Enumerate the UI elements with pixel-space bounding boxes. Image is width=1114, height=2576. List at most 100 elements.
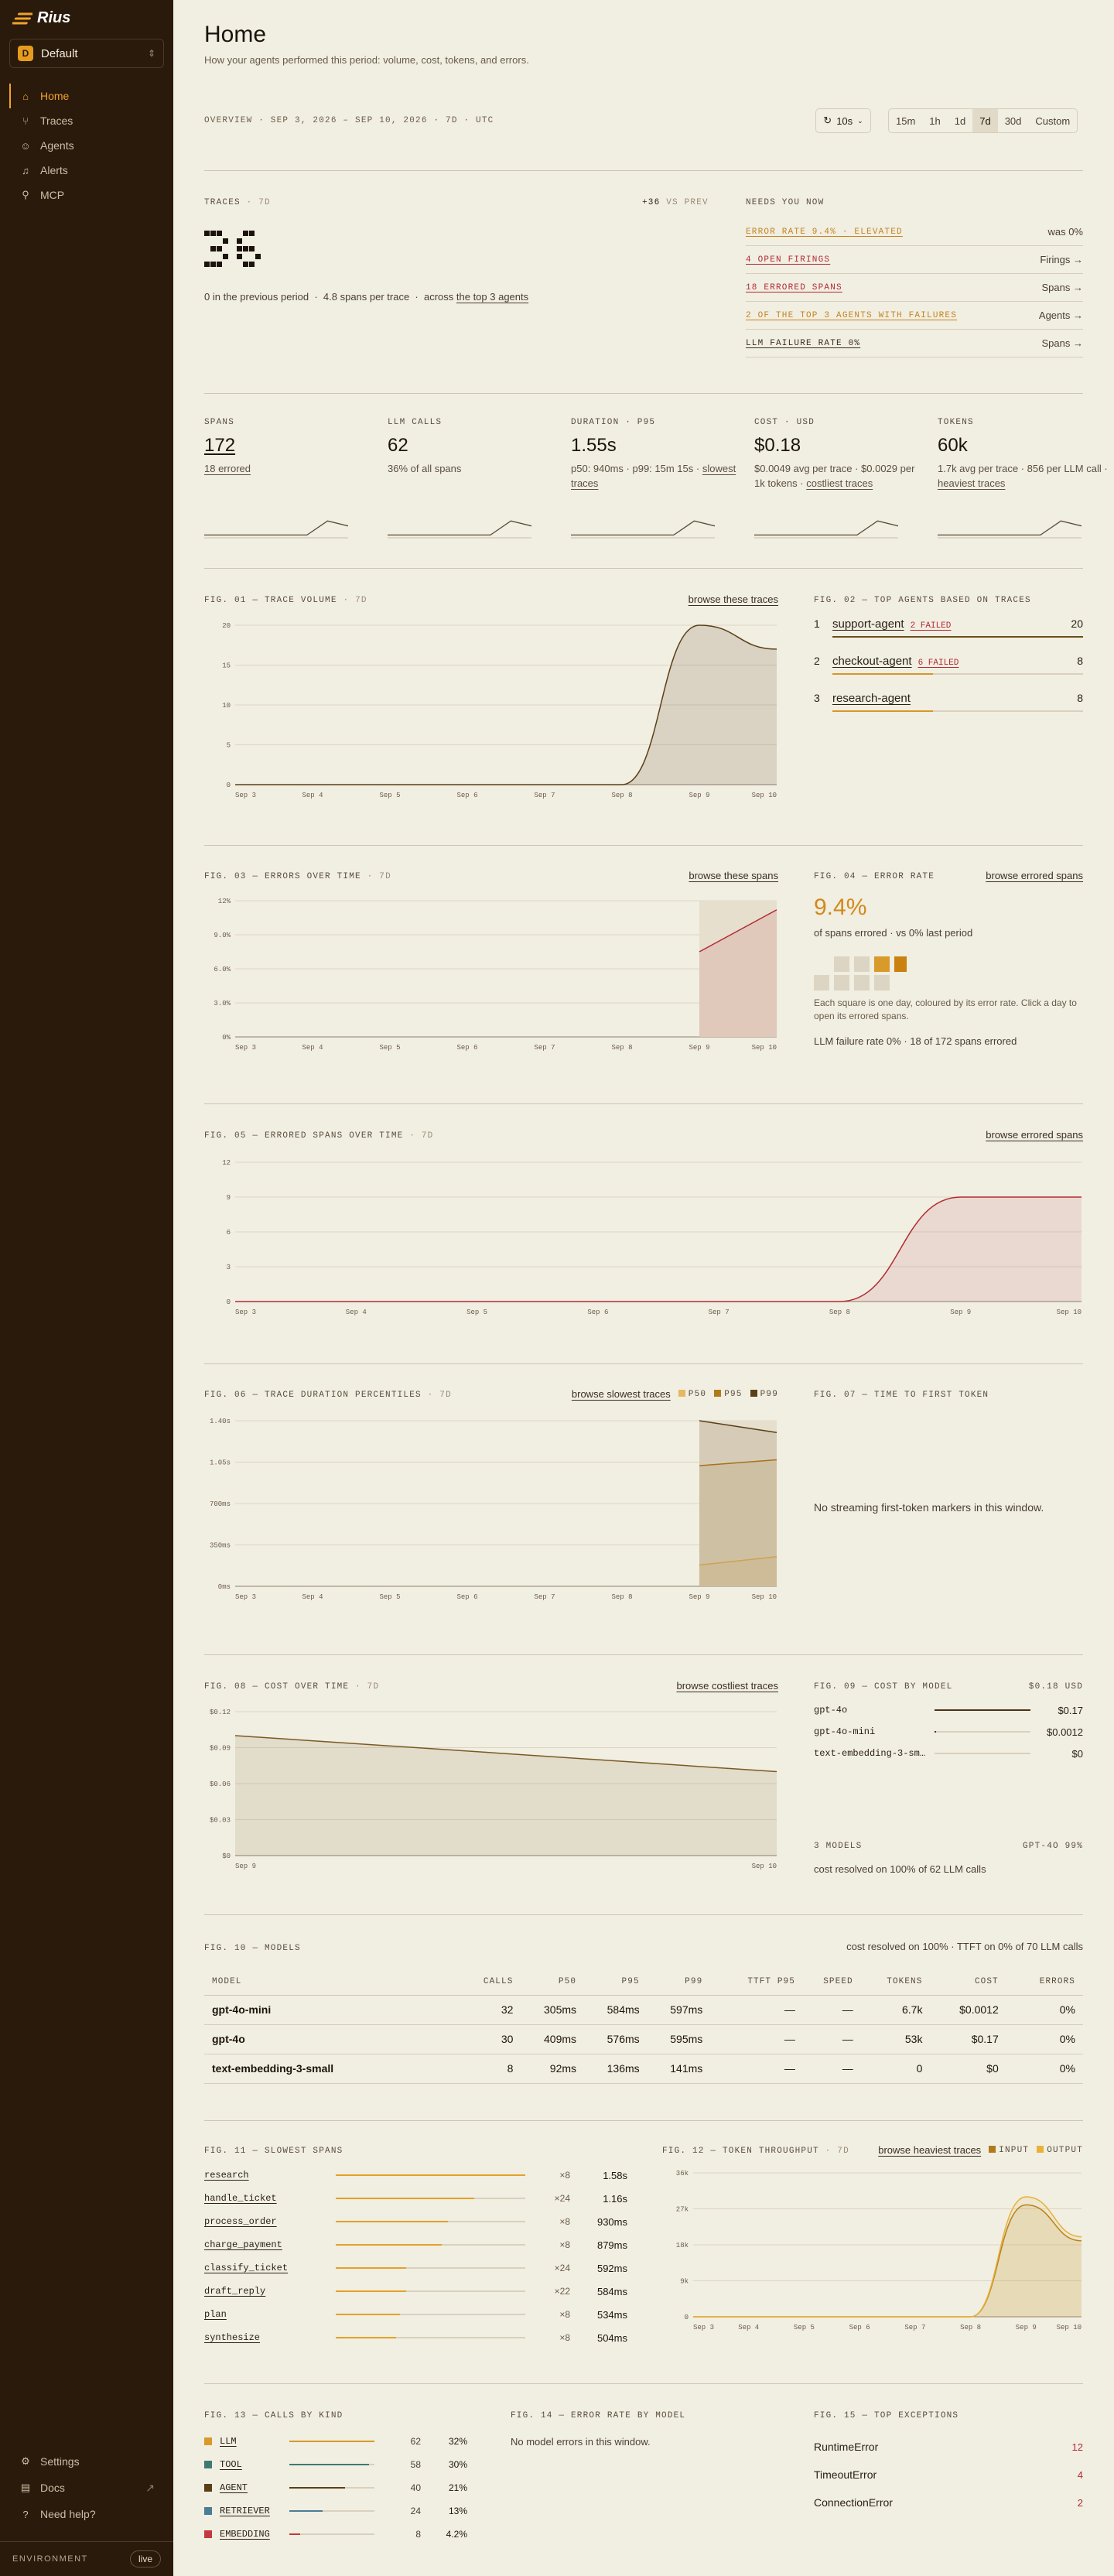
slow-span-row[interactable]: plan ×8 534ms <box>204 2303 628 2326</box>
sidebar-item-home[interactable]: ⌂ Home <box>9 84 164 108</box>
kind-row[interactable]: TOOL 58 30% <box>204 2453 475 2476</box>
kpi-sparkline <box>938 520 1082 539</box>
range-30d[interactable]: 30d <box>1004 115 1022 127</box>
needs-row[interactable]: 4 OPEN FIRINGS Firings → <box>746 246 1083 274</box>
sidebar-item-label: Traces <box>40 115 73 127</box>
kind-count: 62 <box>410 2436 421 2447</box>
home-icon: ⌂ <box>22 90 29 102</box>
rius-logo-icon <box>12 12 32 24</box>
table-cell: — <box>702 1995 795 2025</box>
error-rate-day-square[interactable] <box>894 956 907 972</box>
x-tick-label: Sep 4 <box>302 1593 323 1601</box>
kpi-desc: 36% of all spans <box>388 461 558 476</box>
table-row[interactable]: gpt-4o-mini 32 305ms 584ms 597ms — —6.7k $0.001… <box>204 1995 1083 2025</box>
cost-model-row: gpt-4o-mini $0.0012 <box>814 1721 1083 1743</box>
kind-count: 8 <box>415 2529 421 2540</box>
browse-slowest-traces-link[interactable]: browse slowest traces <box>571 1388 671 1400</box>
error-rate-day-square[interactable] <box>814 975 829 990</box>
kpi-link[interactable]: costliest traces <box>806 477 873 489</box>
slow-span-time: 584ms <box>596 2285 627 2297</box>
bell-icon: ♫ <box>22 164 29 176</box>
error-rate-day-square[interactable] <box>834 956 849 972</box>
table-cell: 0% <box>998 2024 1083 2054</box>
range-1d[interactable]: 1d <box>954 115 966 127</box>
slow-span-count: ×24 <box>554 2193 570 2204</box>
browse-errored-spans-link-2[interactable]: browse errored spans <box>986 1129 1083 1141</box>
range-15m[interactable]: 15m <box>896 115 916 127</box>
range-7d[interactable]: 7d <box>972 109 998 132</box>
slow-span-time: 879ms <box>596 2239 627 2251</box>
kind-row[interactable]: RETRIEVER 24 13% <box>204 2499 475 2523</box>
error-rate-day-square[interactable] <box>834 975 849 990</box>
browse-errored-spans-link[interactable]: browse errored spans <box>986 870 1083 881</box>
exception-row[interactable]: TimeoutError 4 <box>814 2461 1083 2489</box>
sidebar-item-alerts[interactable]: ♫ Alerts <box>9 158 164 183</box>
legend-p50: P50 <box>678 1390 706 1399</box>
legend-input-label: INPUT <box>999 2145 1030 2155</box>
kpi-link[interactable]: 18 errored <box>204 463 251 474</box>
needs-row[interactable]: ERROR RATE 9.4% · ELEVATED was 0% <box>746 218 1083 246</box>
kind-swatch <box>204 2530 212 2538</box>
slow-span-row[interactable]: draft_reply ×22 584ms <box>204 2280 628 2303</box>
kind-row[interactable]: AGENT 40 21% <box>204 2476 475 2499</box>
sidebar-item-docs[interactable]: ▤ Docs ↗ <box>9 2475 164 2501</box>
agent-row[interactable]: 3 research-agent 8 <box>814 682 1083 720</box>
sidebar-item-agents[interactable]: ☺ Agents <box>9 133 164 158</box>
kpi-link[interactable]: heaviest traces <box>938 477 1006 489</box>
agent-row[interactable]: 1 support-agent 2 FAILED 20 <box>814 608 1083 645</box>
slow-span-row[interactable]: handle_ticket ×24 1.16s <box>204 2187 628 2210</box>
range-1h[interactable]: 1h <box>929 115 941 127</box>
environment-label: ENVIRONMENT <box>12 2554 88 2564</box>
table-cell: $0.0012 <box>922 1995 999 2025</box>
slow-span-fill <box>336 2244 443 2246</box>
error-rate-day-square[interactable] <box>874 975 890 990</box>
browse-traces-link[interactable]: browse these traces <box>688 594 778 605</box>
kind-row[interactable]: EMBEDDING 8 4.2% <box>204 2523 475 2546</box>
environment-switch[interactable]: live <box>129 2550 161 2567</box>
browse-costliest-traces-link[interactable]: browse costliest traces <box>676 1680 779 1692</box>
top-agents-link[interactable]: the top 3 agents <box>456 291 529 303</box>
table-row[interactable]: gpt-4o 30 409ms 576ms 595ms — —53k $0.17 0% <box>204 2024 1083 2054</box>
browse-spans-link[interactable]: browse these spans <box>689 870 778 881</box>
slow-span-row[interactable]: synthesize ×8 504ms <box>204 2326 628 2349</box>
sidebar-item-settings[interactable]: ⚙ Settings <box>9 2448 164 2475</box>
chevron-updown-icon: ⇕ <box>147 48 155 59</box>
fig5-title: FIG. 05 — ERRORED SPANS OVER TIME · 7D <box>204 1131 434 1141</box>
kind-row[interactable]: LLM 62 32% <box>204 2430 475 2453</box>
pixel-digit-cell <box>249 246 255 251</box>
agent-name: support-agent 2 FAILED <box>832 617 951 631</box>
x-tick-label: Sep 9 <box>689 792 709 799</box>
workspace-switcher[interactable]: D Default ⇕ <box>9 39 164 68</box>
slow-span-time: 534ms <box>596 2308 627 2321</box>
sidebar-item-help[interactable]: ? Need help? <box>9 2501 164 2527</box>
agent-row[interactable]: 2 checkout-agent 6 FAILED 8 <box>814 645 1083 682</box>
sidebar-item-mcp[interactable]: ⚲ MCP <box>9 183 164 207</box>
needs-row[interactable]: 18 ERRORED SPANS Spans → <box>746 274 1083 302</box>
exception-row[interactable]: ConnectionError 2 <box>814 2489 1083 2516</box>
slow-span-count: ×8 <box>559 2309 570 2320</box>
fig8-label: FIG. 08 — COST OVER TIME <box>204 1682 350 1692</box>
error-rate-day-square[interactable] <box>874 956 890 972</box>
refresh-interval-select[interactable]: ↻ 10s ⌄ <box>815 108 871 133</box>
table-row[interactable]: text-embedding-3-small 8 92ms 136ms 141ms — —0… <box>204 2054 1083 2084</box>
slow-span-row[interactable]: charge_payment ×8 879ms <box>204 2233 628 2256</box>
divider <box>204 568 1083 569</box>
needs-row[interactable]: LLM FAILURE RATE 0% Spans → <box>746 330 1083 357</box>
fig12-period: 7D <box>837 2147 849 2156</box>
slow-span-row[interactable]: process_order ×8 930ms <box>204 2210 628 2233</box>
exception-row[interactable]: RuntimeError 12 <box>814 2433 1083 2461</box>
sidebar-item-traces[interactable]: ⑂ Traces <box>9 108 164 133</box>
table-cell: 92ms <box>513 2054 577 2084</box>
error-rate-day-square[interactable] <box>854 975 870 990</box>
fig8-title: FIG. 08 — COST OVER TIME · 7D <box>204 1682 380 1692</box>
slow-span-row[interactable]: research ×8 1.58s <box>204 2164 628 2187</box>
y-tick-label: 15 <box>222 662 231 670</box>
slow-span-row[interactable]: classify_ticket ×24 592ms <box>204 2256 628 2280</box>
browse-heaviest-traces-link[interactable]: browse heaviest traces <box>878 2144 982 2156</box>
range-custom[interactable]: Custom <box>1035 115 1071 127</box>
kpi-link[interactable]: slowest traces <box>571 463 736 489</box>
cost-model-bar <box>935 1753 1030 1754</box>
needs-row[interactable]: 2 OF THE TOP 3 AGENTS WITH FAILURES Agent… <box>746 302 1083 330</box>
brand-logo[interactable]: Rius <box>12 9 70 27</box>
error-rate-day-square[interactable] <box>854 956 870 972</box>
